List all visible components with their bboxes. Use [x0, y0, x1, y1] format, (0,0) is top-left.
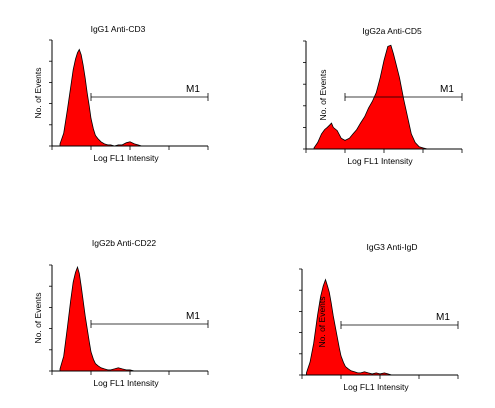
x-axis-label: Log FL1 Intensity	[343, 382, 409, 392]
histogram-panel-3: M1 IgG2b Anti-CD22 Log FL1 Intensity No. of…	[33, 238, 209, 388]
marker-label: M1	[186, 84, 200, 95]
marker-label: M1	[436, 312, 450, 323]
panel-title: IgG2b Anti-CD22	[92, 238, 157, 248]
marker-label: M1	[186, 311, 200, 322]
x-axis-label: Log FL1 Intensity	[93, 153, 159, 163]
panel-title: IgG2a Anti-CD5	[362, 26, 422, 36]
y-axis-label: No. of Events	[33, 292, 43, 343]
marker-label: M1	[440, 84, 454, 95]
x-axis-label: Log FL1 Intensity	[347, 156, 413, 166]
histogram-area	[306, 278, 399, 376]
panel-title: IgG1 Anti-CD3	[91, 24, 146, 34]
y-axis-label: No. of Events	[33, 67, 43, 118]
histogram-area	[313, 44, 428, 150]
histogram-panel-1: M1 IgG1 Anti-CD3 Log FL1 Intensity No. of E…	[33, 24, 209, 163]
histogram-panel-2: M1 IgG2a Anti-CD5 Log FL1 Intensity No. of …	[303, 26, 463, 166]
histogram-area	[59, 265, 142, 372]
y-axis-label: No. of Events	[318, 69, 328, 120]
panel-title: IgG3 Anti-IgD	[366, 242, 417, 252]
y-axis-label: No. of Events	[317, 296, 327, 347]
x-axis-label: Log FL1 Intensity	[93, 378, 159, 388]
histogram-panel-4: M1 IgG3 Anti-IgD Log FL1 Intensity No. of E…	[299, 242, 459, 392]
histogram-area	[59, 48, 149, 147]
